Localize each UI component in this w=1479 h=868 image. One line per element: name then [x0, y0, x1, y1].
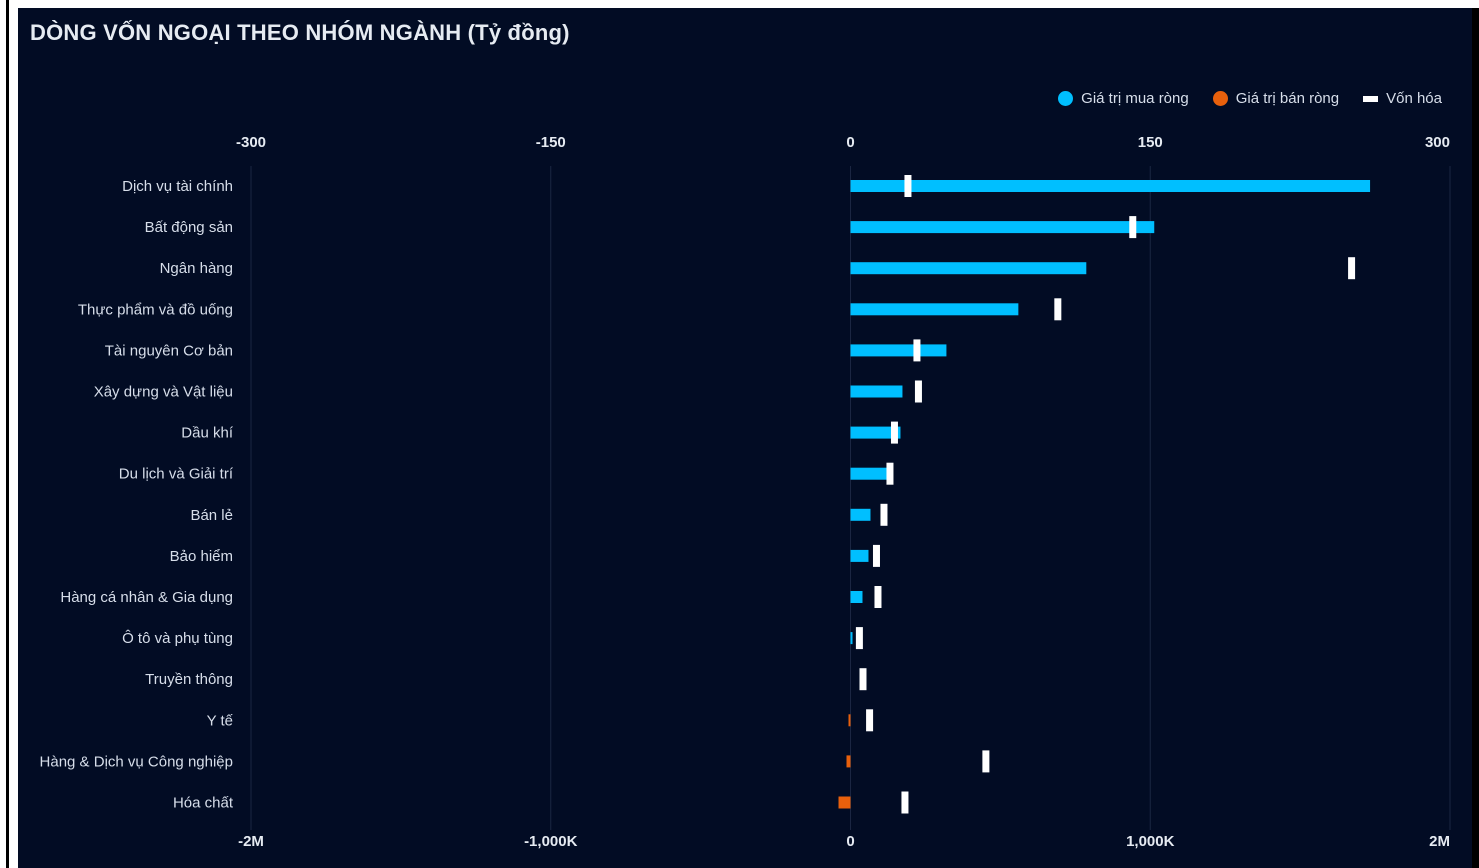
- legend-buy-swatch: [1058, 91, 1074, 106]
- top-axis-tick-label: -300: [236, 134, 266, 151]
- top-axis-tick-label: 0: [846, 134, 854, 151]
- bar-sell[interactable]: [848, 714, 851, 727]
- top-axis-tick-label: 150: [1138, 134, 1163, 151]
- frame-left-line: [6, 0, 9, 868]
- bottom-axis-tick-label: 1,000K: [1126, 833, 1175, 850]
- category-label: Hàng cá nhân & Gia dụng: [60, 589, 233, 606]
- marker-cap[interactable]: [1054, 298, 1062, 321]
- category-label: Bất động sản: [145, 219, 233, 236]
- marker-cap[interactable]: [1348, 257, 1356, 280]
- bottom-axis-tick-label: -2M: [238, 833, 264, 850]
- bar-buy[interactable]: [850, 385, 903, 398]
- bar-sell[interactable]: [838, 796, 851, 809]
- category-label: Y tế: [207, 712, 234, 729]
- bottom-axis-tick-label: -1,000K: [524, 833, 578, 850]
- legend-buy-label: Giá trị mua ròng: [1081, 90, 1189, 107]
- bar-buy[interactable]: [850, 426, 901, 439]
- category-label: Ngân hàng: [160, 260, 233, 277]
- bar-chart: -300 -150 0 150 300 -2M -1,000K 0 1,000K 2M Dịch…: [40, 134, 1451, 850]
- marker-cap[interactable]: [874, 586, 882, 608]
- marker-cap[interactable]: [982, 750, 990, 773]
- bar-buy[interactable]: [850, 262, 1087, 275]
- legend-sell-swatch: [1212, 91, 1228, 106]
- bar-buy[interactable]: [850, 180, 1371, 192]
- bar-buy[interactable]: [850, 344, 947, 357]
- marker-cap[interactable]: [855, 627, 863, 650]
- bar-buy[interactable]: [850, 549, 869, 562]
- category-label: Thực phẩm và đồ uống: [78, 301, 233, 318]
- category-label: Bảo hiểm: [170, 548, 233, 565]
- frame-top: [0, 0, 1479, 8]
- legend-item-buy[interactable]: Giá trị mua ròng: [1058, 90, 1189, 107]
- marker-cap[interactable]: [880, 503, 888, 526]
- legend: Giá trị mua ròng Giá trị bán ròng Vốn hó…: [1058, 90, 1442, 107]
- chart-panel: DÒNG VỐN NGOẠI THEO NHÓM NGÀNH (Tỷ đồng)…: [18, 8, 1472, 868]
- bar-buy[interactable]: [850, 591, 863, 603]
- marker-cap[interactable]: [901, 791, 909, 814]
- category-label: Dịch vụ tài chính: [122, 178, 233, 195]
- bar-buy[interactable]: [850, 303, 1019, 316]
- bar-buy[interactable]: [850, 632, 853, 645]
- category-label: Ô tô và phụ tùng: [122, 630, 233, 647]
- legend-item-sell[interactable]: Giá trị bán ròng: [1212, 90, 1340, 107]
- category-label: Tài nguyên Cơ bản: [105, 342, 233, 359]
- marker-cap[interactable]: [886, 462, 894, 485]
- marker-cap[interactable]: [890, 421, 898, 444]
- bottom-axis-tick-label: 0: [846, 833, 854, 850]
- bar-buy[interactable]: [850, 508, 871, 521]
- legend-cap-label: Vốn hóa: [1386, 90, 1442, 107]
- marker-cap[interactable]: [1129, 216, 1137, 239]
- bar-sell[interactable]: [846, 755, 851, 768]
- marker-cap[interactable]: [859, 668, 867, 691]
- category-label: Truyền thông: [145, 671, 233, 688]
- chart-title: DÒNG VỐN NGOẠI THEO NHÓM NGÀNH (Tỷ đồng): [30, 20, 570, 45]
- bottom-axis-tick-label: 2M: [1429, 833, 1450, 850]
- legend-item-cap[interactable]: Vốn hóa: [1363, 90, 1442, 107]
- top-axis-tick-label: 300: [1425, 134, 1450, 151]
- marker-cap[interactable]: [872, 544, 880, 567]
- marker-cap[interactable]: [904, 175, 912, 197]
- category-label: Bán lẻ: [190, 507, 233, 524]
- category-label: Xây dựng và Vật liệu: [94, 384, 233, 401]
- marker-cap[interactable]: [914, 380, 922, 403]
- marker-cap[interactable]: [866, 709, 874, 732]
- category-label: Du lịch và Giải trí: [119, 466, 234, 483]
- category-label: Dầu khí: [181, 425, 234, 442]
- legend-cap-swatch: [1363, 95, 1379, 102]
- legend-sell-label: Giá trị bán ròng: [1235, 90, 1340, 107]
- bar-buy[interactable]: [850, 221, 1155, 234]
- bar-buy[interactable]: [850, 467, 889, 480]
- marker-cap[interactable]: [913, 339, 921, 362]
- top-axis-tick-label: -150: [536, 134, 566, 151]
- category-label: Hóa chất: [173, 795, 234, 812]
- category-label: Hàng & Dịch vụ Công nghiệp: [40, 753, 233, 770]
- frame-left: [0, 0, 18, 868]
